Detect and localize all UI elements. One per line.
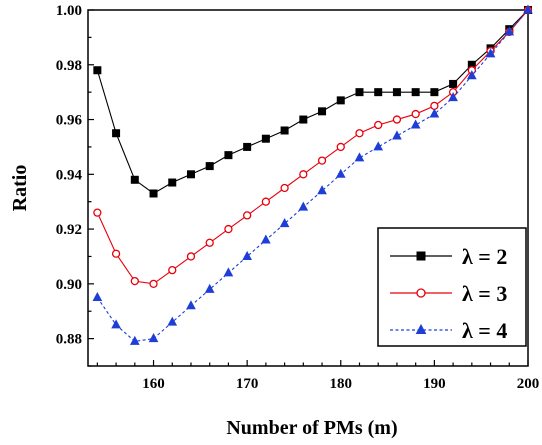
data-point-triangle	[242, 250, 252, 260]
tick-labels: 160 170 180 190 200 0.88 0.90 0.92 0.94 0.96 0.98 1…	[56, 3, 540, 392]
data-point-circle	[186, 252, 196, 261]
x-tick-label: 160	[142, 376, 165, 392]
legend-label: λ = 2	[462, 244, 507, 269]
data-point-triangle	[204, 283, 215, 293]
data-point-circle	[130, 276, 139, 286]
data-point-circle	[411, 109, 420, 119]
data-point-square	[430, 88, 439, 97]
data-point-square	[392, 88, 401, 97]
data-point-triangle	[186, 300, 196, 310]
data-point-triangle	[148, 333, 159, 343]
data-point-triangle	[504, 26, 515, 36]
data-point-square	[336, 96, 345, 105]
series-2	[93, 5, 533, 288]
data-point-triangle	[415, 323, 427, 334]
y-tick-label: 0.90	[56, 277, 82, 293]
data-point-triangle	[129, 335, 140, 345]
data-point-triangle	[392, 130, 402, 140]
data-point-circle	[93, 208, 102, 217]
data-point-circle	[416, 288, 426, 298]
data-point-triangle	[485, 48, 496, 58]
data-point-triangle	[223, 267, 234, 277]
data-point-square	[224, 151, 233, 160]
data-point-triangle	[298, 201, 309, 211]
series-line	[96, 9, 529, 342]
data-point-square	[374, 88, 383, 97]
data-point-triangle	[373, 141, 384, 151]
legend: λ = 2 λ = 3 λ = 4	[377, 227, 527, 347]
data-point-square	[149, 189, 158, 198]
y-tick-label: 0.92	[56, 222, 82, 238]
data-point-square	[112, 129, 121, 138]
x-tick-label: 200	[517, 376, 540, 392]
data-point-square	[168, 178, 177, 187]
data-point-triangle	[317, 185, 327, 195]
data-point-triangle	[261, 234, 271, 244]
axis-ticks	[88, 9, 529, 367]
legend-label: λ = 3	[462, 281, 507, 306]
series-layer	[92, 4, 533, 345]
data-point-circle	[168, 266, 177, 275]
data-point-triangle	[410, 119, 421, 129]
data-point-square	[299, 115, 308, 124]
x-tick-label: 190	[423, 376, 446, 392]
data-point-triangle	[523, 4, 533, 14]
data-point-triangle	[335, 168, 346, 178]
data-point-triangle	[92, 291, 103, 302]
data-point-square	[243, 142, 252, 151]
data-point-square	[261, 134, 270, 143]
series-1	[93, 6, 532, 198]
data-point-square	[449, 79, 458, 88]
data-point-circle	[317, 156, 327, 165]
data-point-square	[411, 88, 420, 97]
data-point-square	[186, 170, 195, 179]
data-point-triangle	[111, 319, 121, 329]
y-tick-label: 0.96	[56, 113, 83, 129]
y-tick-label: 0.94	[56, 167, 83, 183]
data-point-square	[416, 251, 426, 261]
y-tick-label: 0.88	[56, 332, 82, 348]
data-point-triangle	[279, 218, 290, 228]
data-point-square	[318, 107, 327, 116]
data-point-square	[205, 162, 214, 171]
data-point-circle	[336, 142, 345, 152]
data-point-triangle	[448, 92, 458, 102]
x-tick-label: 180	[330, 376, 353, 392]
data-point-circle	[430, 101, 439, 110]
data-point-circle	[355, 129, 364, 138]
data-point-triangle	[429, 108, 440, 118]
data-point-circle	[261, 197, 271, 206]
x-tick-label: 170	[236, 376, 259, 392]
data-point-square	[355, 88, 364, 97]
data-point-square	[130, 175, 139, 184]
data-point-triangle	[466, 70, 477, 80]
data-point-circle	[205, 238, 214, 247]
legend-box	[377, 227, 527, 347]
data-point-square	[93, 66, 102, 75]
data-point-triangle	[167, 316, 178, 326]
series-3	[92, 4, 533, 345]
y-tick-label: 0.98	[56, 58, 82, 74]
x-axis-title: Number of PMs (m)	[226, 417, 397, 439]
data-point-triangle	[354, 152, 365, 162]
legend-label: λ = 4	[462, 318, 507, 343]
data-point-circle	[280, 183, 289, 193]
data-point-circle	[149, 279, 158, 288]
data-point-circle	[111, 249, 121, 258]
data-point-circle	[224, 224, 233, 234]
data-point-circle	[299, 170, 308, 179]
data-point-square	[280, 126, 289, 135]
y-tick-label: 1.00	[56, 3, 82, 19]
plot-frame	[87, 9, 529, 367]
data-point-circle	[392, 115, 402, 124]
series-line	[96, 9, 529, 195]
data-point-circle	[374, 120, 383, 130]
data-point-circle	[242, 211, 252, 220]
y-axis-title: Ratio	[9, 165, 31, 212]
plot-area-border	[87, 9, 529, 367]
